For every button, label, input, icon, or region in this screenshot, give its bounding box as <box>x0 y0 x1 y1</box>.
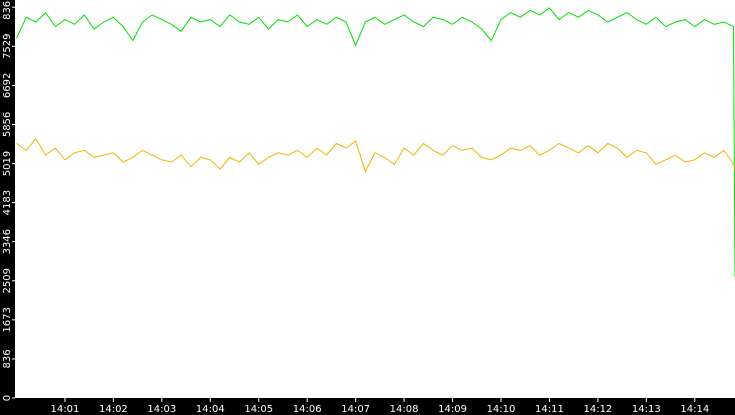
y-tick-label: 2509 <box>2 268 13 293</box>
x-tick-label: 14:08 <box>390 404 419 415</box>
line-series <box>16 137 735 173</box>
x-tick-label: 14:04 <box>196 404 225 415</box>
x-tick-label: 14:09 <box>438 404 467 415</box>
y-tick-label: 0 <box>2 395 13 401</box>
y-tick-label: 8366 <box>2 0 13 20</box>
x-tick-label: 14:06 <box>293 404 322 415</box>
y-tick-label: 5019 <box>2 151 13 176</box>
y-tick-label: 1673 <box>2 307 13 332</box>
line-series <box>16 7 735 277</box>
x-axis-band <box>0 398 735 415</box>
x-tick-label: 14:14 <box>680 404 709 415</box>
y-tick-label: 4183 <box>2 190 13 215</box>
y-tick-label: 7529 <box>2 34 13 59</box>
x-tick-label: 14:10 <box>487 404 516 415</box>
x-tick-label: 14:01 <box>51 404 80 415</box>
y-tick-label: 6692 <box>2 73 13 98</box>
y-axis-band <box>0 0 15 415</box>
x-tick-label: 14:11 <box>535 404 564 415</box>
y-tick-label: 3346 <box>2 229 13 254</box>
x-tick-label: 14:07 <box>341 404 370 415</box>
x-tick-label: 14:02 <box>99 404 128 415</box>
x-tick-label: 14:12 <box>583 404 612 415</box>
x-tick-label: 14:05 <box>244 404 273 415</box>
x-tick-label: 14:03 <box>147 404 176 415</box>
y-tick-label: 5856 <box>2 112 13 137</box>
y-tick-label: 836 <box>2 349 13 368</box>
x-tick-label: 14:13 <box>632 404 661 415</box>
